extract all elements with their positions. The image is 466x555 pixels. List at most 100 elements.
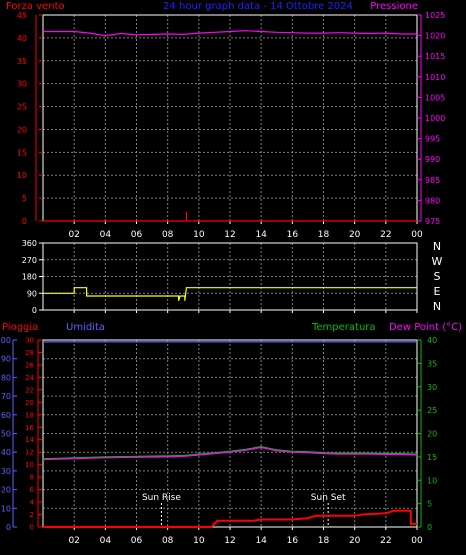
pressure-axis-label: 1025 — [425, 11, 445, 20]
time-tick-label: 10 — [193, 230, 205, 240]
wind-label: Forza vento — [6, 1, 65, 12]
dewpoint-series-line — [42, 446, 418, 461]
time-tick-label: 20 — [349, 536, 361, 546]
pressure-axis-label: 1015 — [425, 52, 445, 61]
wind-axis-label: 40 — [17, 34, 27, 43]
wind-axis-label: 35 — [17, 57, 27, 66]
wind-series-line — [43, 211, 417, 222]
humidity-axis-label: 30 — [1, 467, 11, 476]
humidity-axis-label: 90 — [1, 355, 11, 364]
temperature-axis-label: 5 — [427, 500, 432, 509]
temperature-axis-label: 40 — [427, 336, 437, 345]
time-tick-label: 08 — [162, 536, 174, 546]
wind-axis-label: 25 — [17, 103, 27, 112]
time-tick-label: 00 — [411, 536, 423, 546]
direction-axis-label: 270 — [22, 256, 37, 265]
temperature-axis-label: 35 — [427, 359, 437, 368]
rain-axis-label: 28 — [25, 349, 34, 357]
rain-axis-label: 2 — [30, 511, 34, 519]
pressure-label: Pressione — [370, 1, 418, 12]
compass-label: N — [433, 300, 441, 313]
sunset-label: Sun Set — [311, 493, 346, 503]
humidity-axis-label: 100 — [0, 336, 11, 345]
pressure-axis-label: 995 — [425, 135, 440, 144]
humidity-label: Umidita — [66, 322, 105, 333]
graph-title: 24 hour graph data - 14 Ottobre 2024 — [163, 1, 353, 12]
humidity-axis-label: 0 — [6, 523, 11, 532]
temperature-axis-label: 20 — [427, 430, 437, 439]
time-tick-label: 16 — [287, 536, 299, 546]
humidity-axis-label: 50 — [1, 430, 11, 439]
time-tick-label: 12 — [224, 536, 235, 546]
compass-label: E — [434, 285, 441, 298]
time-tick-label: 22 — [380, 230, 391, 240]
direction-axis-label: 180 — [22, 273, 37, 282]
rain-axis-label: 6 — [30, 486, 35, 494]
rain-axis-label: 10 — [25, 461, 34, 469]
direction-axis-label: 360 — [22, 239, 37, 248]
pressure-axis-label: 1005 — [425, 93, 445, 102]
time-tick-label: 18 — [318, 230, 330, 240]
dewpoint-label: Dew Point (°C) — [389, 322, 462, 333]
pressure-axis-label: 1020 — [425, 32, 445, 41]
wind-axis-label: 20 — [17, 125, 27, 134]
rain-axis-label: 22 — [25, 386, 34, 394]
humidity-axis-label: 20 — [1, 486, 11, 495]
rain-label: Pioggia — [2, 322, 38, 333]
wind-axis-label: 45 — [17, 11, 27, 20]
direction-axis-label: 0 — [32, 306, 37, 315]
time-tick-label: 02 — [68, 230, 79, 240]
pressure-axis-label: 1000 — [425, 114, 445, 123]
direction-axis-label: 90 — [27, 289, 37, 298]
pressure-axis-label: 975 — [425, 217, 440, 226]
rain-axis-label: 14 — [25, 436, 34, 444]
time-tick-label: 04 — [100, 536, 112, 546]
wind-axis-label: 10 — [17, 171, 27, 180]
wind-direction-line — [43, 287, 417, 301]
pressure-wind-frame — [42, 14, 418, 222]
rain-series-line — [43, 509, 417, 528]
sunrise-label: Sun Rise — [142, 493, 181, 503]
rain-axis-label: 4 — [30, 499, 35, 507]
time-tick-label: 06 — [131, 536, 143, 546]
temperature-label: Temperatura — [311, 322, 376, 333]
wind-axis-label: 15 — [17, 148, 27, 157]
humidity-axis-label: 60 — [1, 411, 11, 420]
rain-axis-label: 18 — [25, 411, 34, 419]
temperature-axis-label: 30 — [427, 383, 437, 392]
compass-label: W — [432, 255, 443, 268]
temperature-axis-label: 25 — [427, 406, 437, 415]
rain-axis-label: 30 — [25, 337, 34, 345]
time-tick-label: 06 — [131, 230, 143, 240]
time-tick-label: 10 — [193, 536, 205, 546]
time-tick-label: 16 — [287, 230, 299, 240]
rain-axis-label: 0 — [30, 524, 34, 532]
pressure-wind-chart: 02 04 06 08 10 12 14 16 18 20 22 000510152025303540… — [17, 11, 446, 240]
time-tick-label: 00 — [411, 230, 423, 240]
compass-label: S — [434, 270, 441, 283]
wind-axis-label: 5 — [22, 194, 27, 203]
time-tick-label: 14 — [255, 230, 267, 240]
time-tick-label: 12 — [224, 230, 235, 240]
temperature-axis-label: 10 — [427, 476, 437, 485]
humidity-axis-label: 80 — [1, 373, 11, 382]
humidity-axis-label: 70 — [1, 392, 11, 401]
time-tick-label: 04 — [100, 230, 112, 240]
pressure-series-line — [43, 30, 417, 37]
rain-axis-label: 26 — [25, 361, 34, 369]
wind-axis-label: 30 — [17, 80, 27, 89]
pressure-axis-label: 980 — [425, 196, 440, 205]
temperature-axis-label: 15 — [427, 453, 437, 462]
rain-axis-label: 20 — [25, 399, 34, 407]
time-tick-label: 14 — [255, 536, 267, 546]
temperature-axis-label: 0 — [427, 523, 432, 532]
wind-axis-label: 0 — [22, 217, 27, 226]
rain-axis-label: 24 — [25, 374, 34, 382]
compass-label: N — [433, 240, 441, 253]
time-tick-label: 02 — [68, 536, 79, 546]
pressure-axis-label: 1010 — [425, 73, 445, 82]
temperature-series-line — [42, 445, 418, 460]
